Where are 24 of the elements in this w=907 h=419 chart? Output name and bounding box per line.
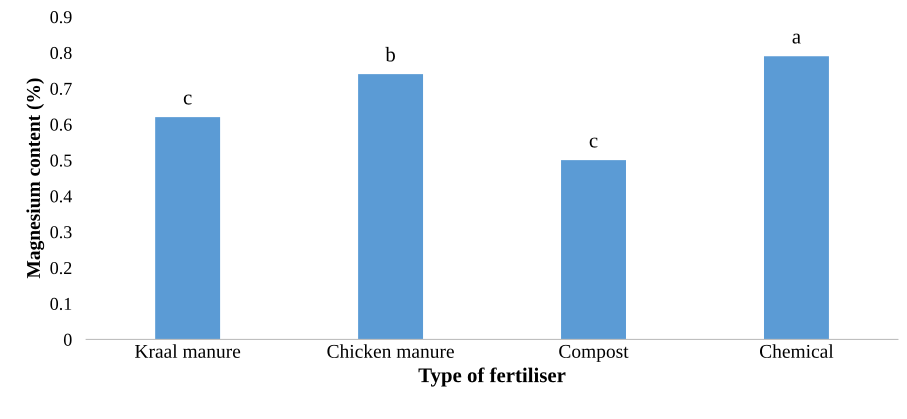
- y-axis-title: Magnesium content (%): [26, 78, 44, 278]
- y-tick-label: 0.1: [50, 298, 72, 310]
- x-tick-label: Kraal manure: [135, 344, 240, 358]
- x-tick-label: Chemical: [760, 344, 834, 358]
- bar: [764, 56, 829, 340]
- x-tick-label: Chicken manure: [327, 344, 454, 358]
- x-axis-title: Type of fertiliser: [418, 367, 566, 387]
- y-tick-label: 0.5: [50, 154, 72, 167]
- y-tick-label: 0.2: [50, 262, 72, 274]
- annotation: c: [184, 94, 192, 105]
- y-tick-label: 0.6: [50, 118, 72, 131]
- annotation: b: [385, 46, 395, 62]
- bar: [561, 160, 626, 340]
- y-tick-label: 0.8: [50, 46, 72, 60]
- bar: [155, 117, 220, 340]
- y-tick-label: 0.4: [50, 190, 72, 203]
- y-tick-label: 0.3: [50, 226, 72, 238]
- annotation: a: [792, 34, 801, 44]
- y-tick-label: 0.7: [50, 82, 72, 95]
- y-tick-label: 0: [64, 334, 72, 346]
- annotation: c: [590, 138, 598, 148]
- y-tick-label: 0.9: [50, 11, 72, 24]
- x-tick-label: Compost: [559, 344, 629, 362]
- bar: [358, 74, 424, 340]
